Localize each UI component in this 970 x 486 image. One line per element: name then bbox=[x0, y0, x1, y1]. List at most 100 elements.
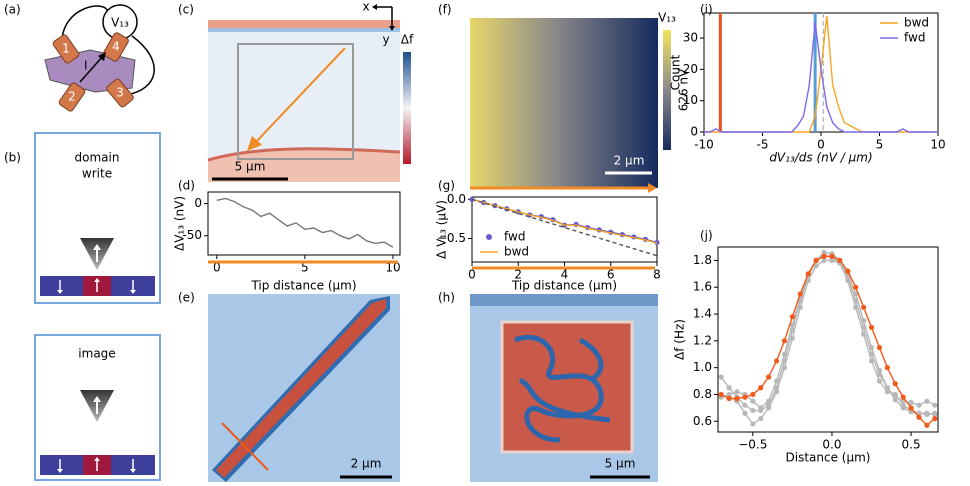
x-axis-label: Tip distance (μm) bbox=[250, 279, 356, 293]
data-point bbox=[726, 395, 732, 402]
series-line bbox=[720, 254, 935, 416]
x-tick-label: 10 bbox=[930, 138, 945, 152]
y-tick-label: -50 bbox=[182, 228, 202, 242]
data-point bbox=[813, 257, 819, 264]
plot-frame bbox=[717, 246, 939, 433]
data-point bbox=[750, 391, 756, 398]
data-point bbox=[876, 367, 883, 373]
data-point bbox=[853, 284, 859, 290]
y-tick-label: 0 bbox=[194, 196, 202, 210]
data-point bbox=[853, 291, 859, 297]
colorbar-label: Δf bbox=[401, 33, 414, 47]
y-axis-label: ΔV₁₃ (nV) bbox=[173, 196, 187, 251]
y-axis-label: Δf (Hz) bbox=[673, 319, 687, 360]
data-point bbox=[916, 414, 922, 420]
x-tick-label: 8 bbox=[653, 268, 661, 282]
series-line bbox=[704, 16, 938, 133]
y-tick-label: 30 bbox=[683, 31, 698, 45]
scale-label: 2 μm bbox=[351, 457, 382, 471]
panel-label: (d) bbox=[178, 179, 195, 193]
x-tick-label: 6 bbox=[607, 268, 615, 282]
y-tick-label: 0 bbox=[690, 125, 698, 139]
data-point bbox=[932, 402, 938, 408]
contact-label: 2 bbox=[68, 90, 76, 104]
series-line bbox=[721, 259, 935, 425]
data-point bbox=[861, 304, 867, 310]
x-tick-label: 0.5 bbox=[902, 438, 921, 452]
x-tick-label: 5 bbox=[301, 261, 309, 275]
data-point bbox=[908, 399, 914, 406]
data-point bbox=[742, 394, 748, 400]
series-line bbox=[720, 251, 936, 412]
data-point bbox=[892, 391, 898, 398]
y-tick-label: 0.0 bbox=[447, 192, 466, 206]
data-point bbox=[797, 291, 803, 297]
data-point bbox=[829, 253, 835, 259]
series-line bbox=[471, 198, 658, 244]
voltage-label: V₁₃ bbox=[111, 16, 129, 30]
data-point bbox=[900, 394, 906, 400]
series-line bbox=[471, 198, 658, 244]
data-point bbox=[821, 253, 827, 259]
data-point bbox=[924, 422, 930, 428]
data-point bbox=[797, 304, 803, 310]
data-point bbox=[805, 271, 811, 277]
data-point bbox=[853, 304, 859, 310]
x-tick-label: -5 bbox=[757, 138, 769, 152]
panel-label: (g) bbox=[438, 179, 455, 193]
data-point bbox=[868, 324, 875, 331]
contact-label: 1 bbox=[62, 42, 70, 56]
data-point bbox=[781, 351, 788, 357]
data-point bbox=[789, 335, 795, 341]
data-point bbox=[813, 263, 819, 269]
data-point bbox=[845, 268, 851, 274]
x-axis-label: Tip distance (μm) bbox=[511, 279, 617, 293]
data-point bbox=[750, 398, 756, 404]
write-label: write bbox=[82, 167, 112, 181]
y-axis-label: Δ V₁₃ (μV) bbox=[435, 200, 449, 259]
schematic: V₁₃ 1 2 3 4 I bbox=[44, 4, 155, 112]
scale-label: 2 μm bbox=[614, 154, 645, 168]
axis-y-label: y bbox=[382, 33, 389, 47]
legend-label: bwd bbox=[904, 16, 929, 30]
current-label: I bbox=[84, 59, 88, 73]
data-point bbox=[821, 257, 827, 264]
data-point bbox=[932, 415, 938, 422]
data-point bbox=[773, 358, 780, 364]
panel-label: (f) bbox=[438, 3, 452, 17]
data-point bbox=[924, 410, 930, 416]
data-point bbox=[892, 397, 898, 403]
image-label: image bbox=[78, 347, 115, 361]
panel-label: (e) bbox=[178, 291, 195, 305]
panel-label: (j) bbox=[700, 229, 713, 243]
data-point bbox=[742, 402, 748, 408]
data-point bbox=[766, 398, 772, 404]
data-point bbox=[924, 398, 930, 404]
data-point bbox=[884, 385, 890, 391]
series-line bbox=[704, 22, 938, 133]
legend-label: bwd bbox=[504, 245, 529, 259]
x-tick-label: 5 bbox=[876, 138, 884, 152]
x-tick-label: 0 bbox=[468, 268, 476, 282]
axis-x-label: x bbox=[362, 0, 369, 14]
data-point bbox=[876, 378, 883, 384]
data-point bbox=[876, 344, 883, 351]
domain-write-panel: domain write image bbox=[34, 132, 161, 481]
contact-label: 3 bbox=[116, 86, 124, 100]
data-point bbox=[916, 410, 922, 416]
x-axis-label: dV₁₃/ds (nV / μm) bbox=[769, 151, 872, 165]
panel-label: (h) bbox=[438, 291, 455, 305]
data-point bbox=[789, 322, 795, 328]
y-tick-label: 1.2 bbox=[693, 333, 712, 347]
y-tick-label: 1.8 bbox=[693, 253, 712, 267]
data-point bbox=[654, 239, 660, 246]
data-point bbox=[900, 405, 906, 411]
x-tick-label: 0 bbox=[817, 138, 825, 152]
data-point bbox=[932, 411, 938, 418]
data-point bbox=[837, 257, 843, 264]
series-line bbox=[216, 197, 394, 248]
data-point bbox=[805, 277, 811, 284]
panel-label: (c) bbox=[178, 3, 194, 17]
legend-marker bbox=[486, 234, 492, 240]
